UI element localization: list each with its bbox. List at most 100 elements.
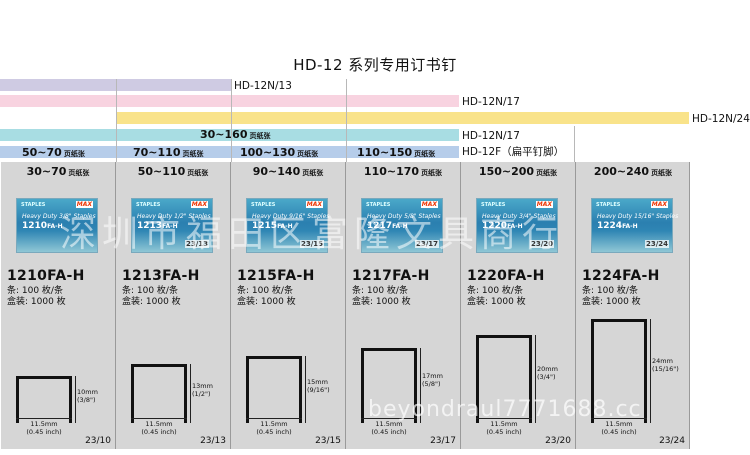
model-number: 1210FA-H [7,268,85,284]
height-dimension-line [650,319,651,423]
max-logo: MAX [420,201,438,208]
column-guide [346,79,347,162]
column-guide [231,79,232,162]
model-number: 1224FA-H [582,268,660,284]
box-code: 1224FA-H [597,221,638,231]
height-label: 17mm (5/8") [422,372,443,388]
staple-box-image: STAPLES MAX Heavy Duty 1/2" Staples 1213… [131,198,213,253]
width-label: 11.5mm (0.45 inch) [486,420,522,436]
staple-diagram [361,348,417,423]
height-dimension-line [305,356,306,423]
staple-size-code: 23/10 [85,436,111,446]
box-description: Heavy Duty 9/16" Staples [252,213,330,220]
product-panel-1210: 30~70 页纸张 STAPLES MAX Heavy Duty 3/8" Sta… [1,162,116,449]
spec-pcs: 条: 100 枚/条 [352,286,408,296]
capacity-range: 50~110 页纸张 [137,165,209,178]
staple-diagram [16,376,72,423]
spec-pcs: 条: 100 枚/条 [7,286,63,296]
box-description: Heavy Duty 15/16" Staples [597,213,679,220]
model-number: 1215FA-H [237,268,315,284]
column-guide [574,126,575,162]
staple-size-code: 23/17 [430,436,456,446]
staples-logo: STAPLES [21,202,46,208]
height-dimension-line [75,376,76,423]
width-label: 11.5mm (0.45 inch) [371,420,407,436]
height-label: 24mm (15/16") [652,357,679,373]
spec-pcs: 条: 100 枚/条 [122,286,178,296]
width-dimension-line [591,418,647,419]
width-label: 11.5mm (0.45 inch) [256,420,292,436]
staple-box-image: STAPLES MAX Heavy Duty 5/8" Staples 1217… [361,198,443,253]
capacity-range: 30~70 页纸张 [26,165,90,178]
staple-diagram [476,335,532,423]
width-dimension-line [476,418,532,419]
height-label: 10mm (3/8") [77,388,98,404]
model-number: 1213FA-H [122,268,200,284]
staple-box-image: STAPLES MAX Heavy Duty 9/16" Staples 121… [246,198,330,253]
flat-range-3: 100~130 页纸张 [240,146,319,159]
box-side-code: 23/24 [644,240,669,248]
product-panel-1217: 110~170 页纸张 STAPLES MAX Heavy Duty 5/8" S… [346,162,461,449]
capacity-bar-text: 30~160 页纸张 [200,128,271,141]
box-side-code: 23/13 [184,240,209,248]
bar-label-hd12n17-pink: HD-12N/17 [462,96,520,108]
capacity-range: 110~170 页纸张 [363,165,443,178]
page-title: HD-12 系列专用订书钉 [293,56,457,74]
staples-logo: STAPLES [136,202,161,208]
model-number: 1220FA-H [467,268,545,284]
bar-hd12n13 [0,79,231,91]
width-dimension-line [16,418,72,419]
box-side-code: 23/17 [414,240,439,248]
flat-range-1: 50~70 页纸张 [22,146,85,159]
bar-hd12n17-pink [0,95,459,107]
staple-diagram [246,356,302,423]
product-panel-1224: 200~240 页纸张 STAPLES MAX Heavy Duty 15/16"… [576,162,690,449]
staples-logo: STAPLES [596,202,621,208]
box-code: 1215FA-H [252,221,293,231]
capacity-range: 200~240 页纸张 [593,165,673,178]
width-label: 11.5mm (0.45 inch) [601,420,637,436]
width-label: 11.5mm (0.45 inch) [26,420,62,436]
width-dimension-line [246,418,302,419]
bar-label-hd12n13: HD-12N/13 [234,80,292,92]
staples-logo: STAPLES [251,202,276,208]
product-panel-1220: 150~200 页纸张 STAPLES MAX Heavy Duty 3/4" S… [461,162,576,449]
height-label: 13mm (1/2") [192,382,213,398]
box-side-code: 23/15 [299,240,324,248]
column-guide [116,79,117,162]
flat-range-4: 110~150 页纸张 [357,146,436,159]
box-code: 1210FA-H [22,221,63,231]
box-description: Heavy Duty 5/8" Staples [367,213,441,220]
width-dimension-line [361,418,417,419]
spec-box: 盒装: 1000 枚 [7,297,66,307]
spec-box: 盒装: 1000 枚 [122,297,181,307]
product-panel-1213: 50~110 页纸张 STAPLES MAX Heavy Duty 1/2" St… [116,162,231,449]
box-side-code: 23/20 [529,240,554,248]
spec-pcs: 条: 100 枚/条 [237,286,293,296]
spec-box: 盒装: 1000 枚 [237,297,296,307]
spec-box: 盒装: 1000 枚 [352,297,411,307]
staple-size-code: 23/20 [545,436,571,446]
staple-diagram [131,364,187,423]
height-label: 15mm (9/16") [307,378,330,394]
bar-label-hd12n24: HD-12N/24 [692,113,750,125]
bar-label-hd12f: HD-12F（扁平钉脚） [462,146,565,158]
height-label: 20mm (3/4") [537,365,558,381]
width-label: 11.5mm (0.45 inch) [141,420,177,436]
width-dimension-line [131,418,187,419]
box-code: 1220FA-H [482,221,523,231]
max-logo: MAX [650,201,668,208]
max-logo: MAX [535,201,553,208]
box-code: 1217FA-H [367,221,408,231]
spec-pcs: 条: 100 枚/条 [582,286,638,296]
height-dimension-line [535,335,536,423]
bar-hd12n17-cyan [0,129,459,141]
max-logo: MAX [305,201,323,208]
staples-logo: STAPLES [366,202,391,208]
bar-hd12n24 [116,112,689,124]
height-dimension-line [190,364,191,423]
staples-logo: STAPLES [481,202,506,208]
capacity-range: 90~140 页纸张 [252,165,324,178]
staple-diagram [591,319,647,423]
staple-box-image: STAPLES MAX Heavy Duty 15/16" Staples 12… [591,198,678,253]
